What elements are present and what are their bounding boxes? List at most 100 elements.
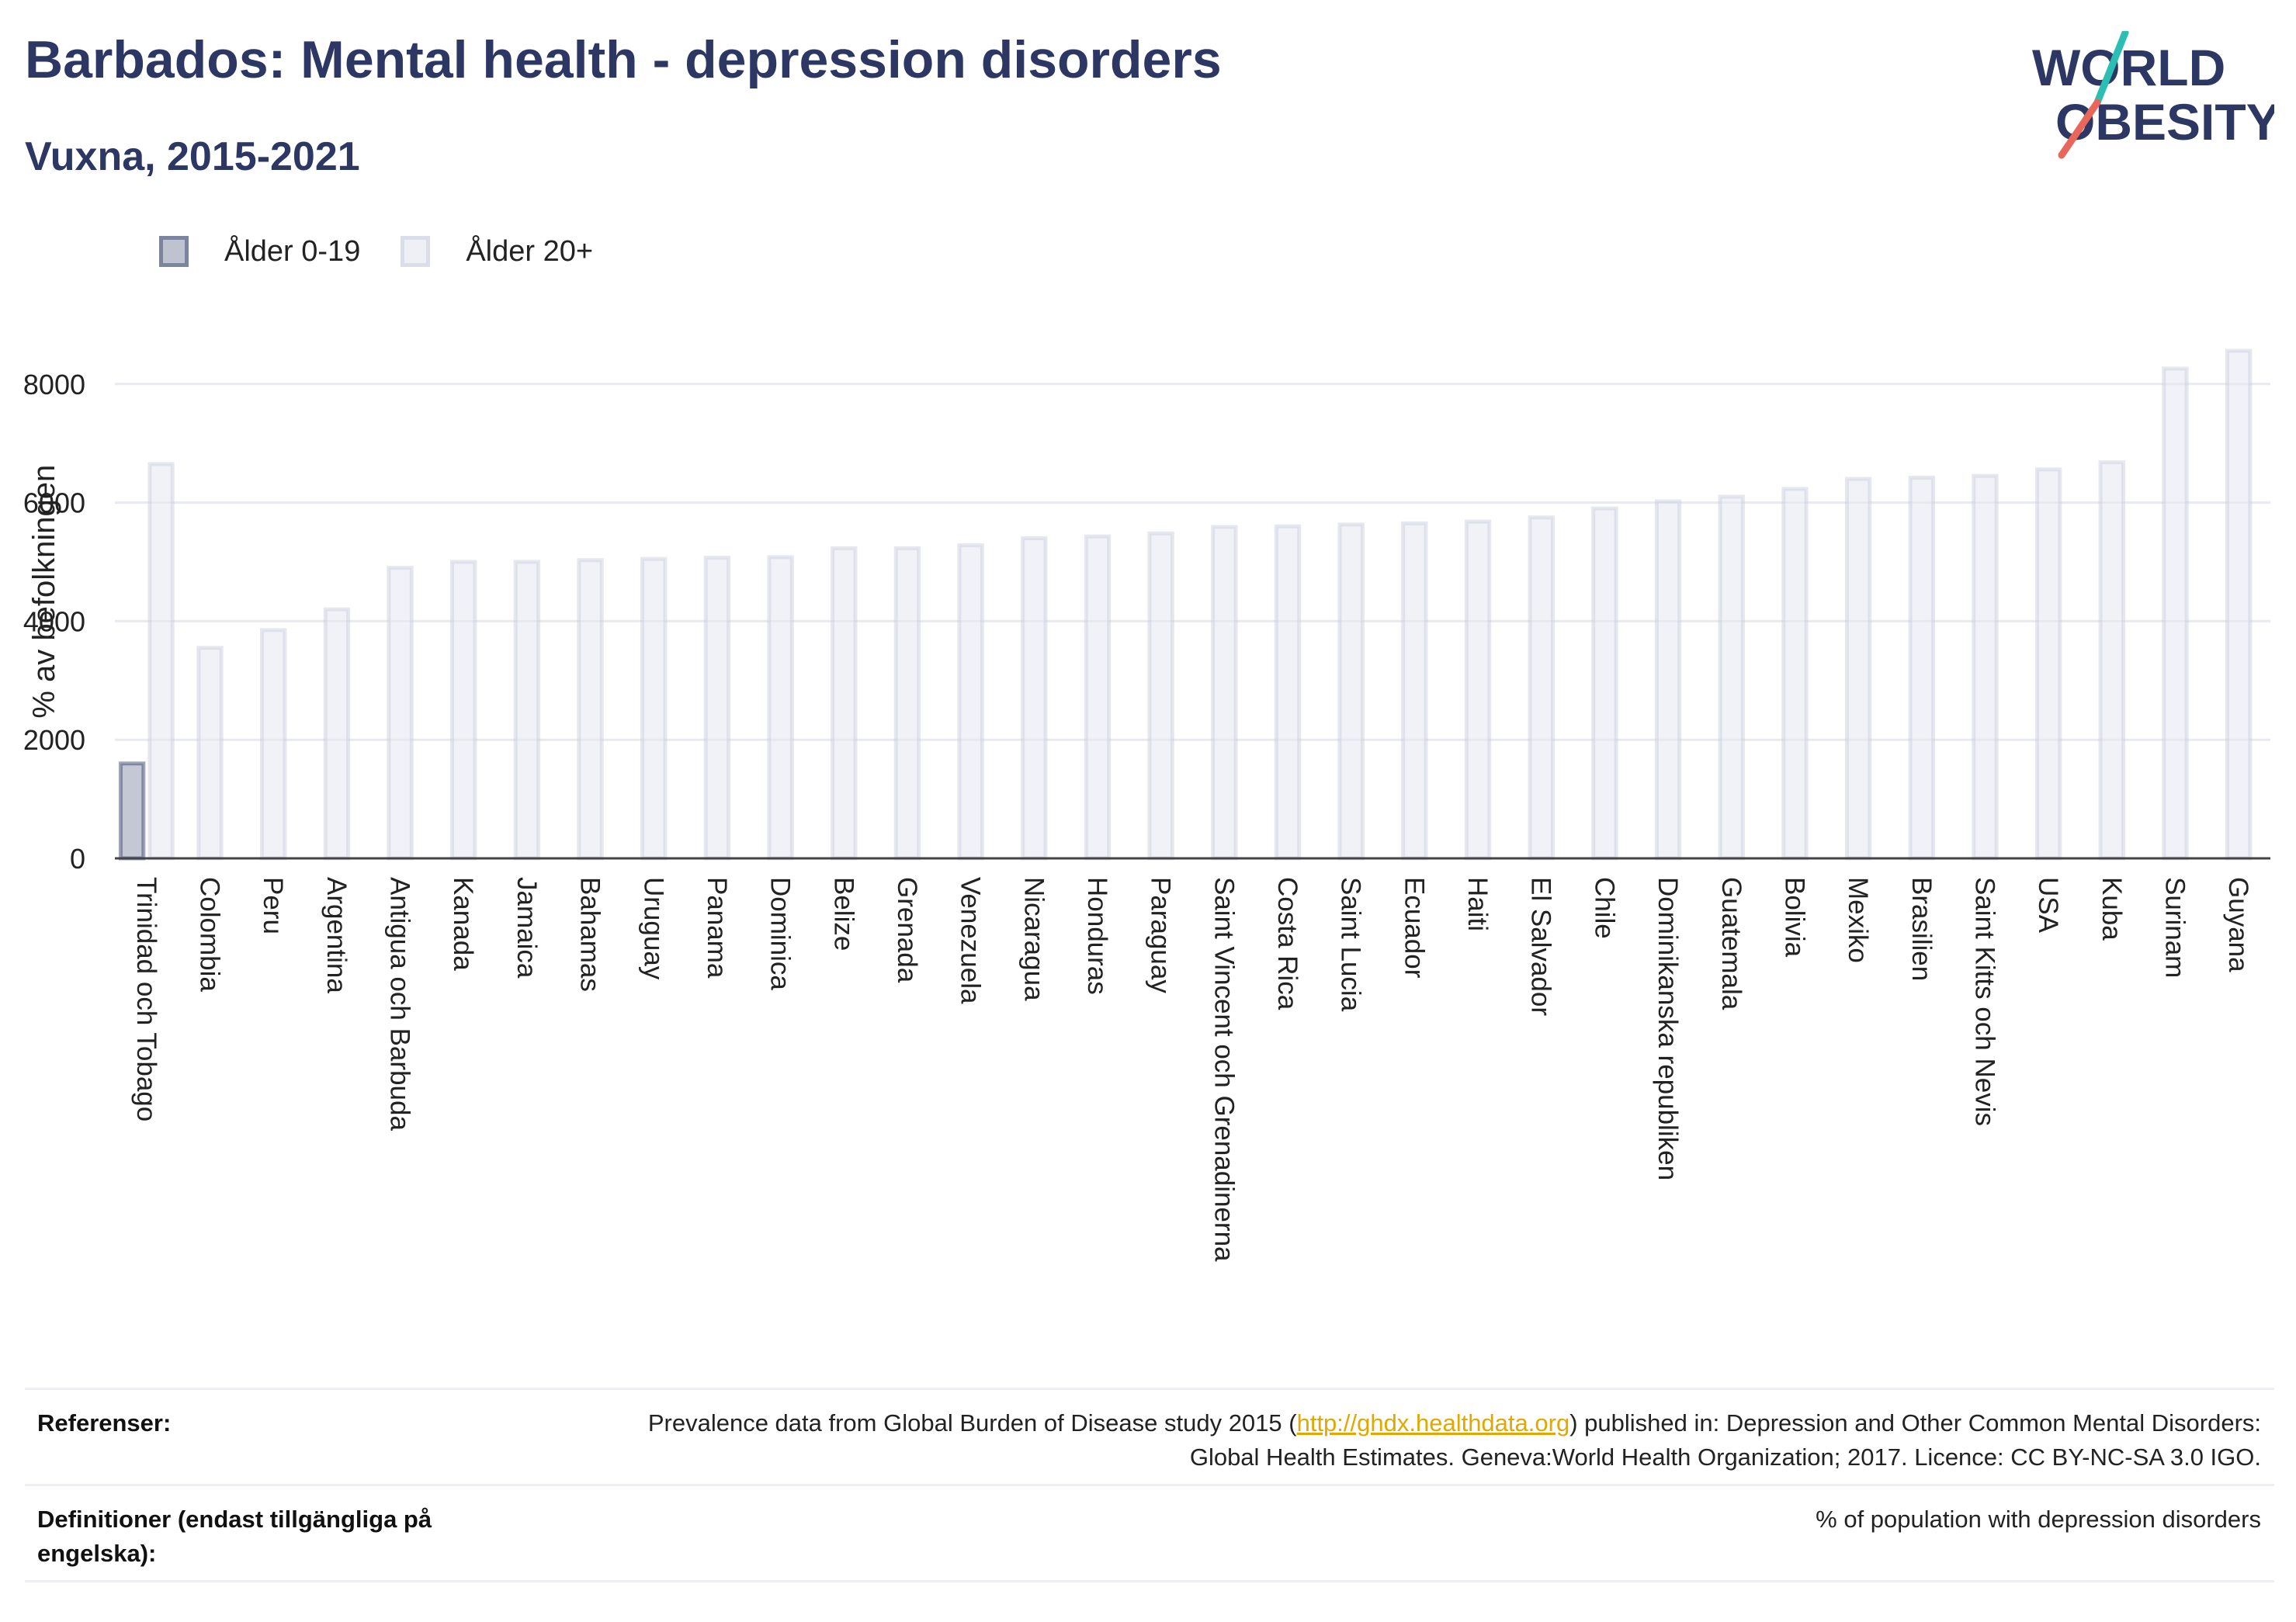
bar-age-20-plus-6	[513, 560, 541, 861]
y-axis-label: % av befolkningen	[27, 465, 61, 719]
footer-divider-top	[25, 1388, 2274, 1390]
x-tick-label-21: Haiti	[1462, 877, 1493, 931]
logo-line-1: WORLD	[2032, 39, 2225, 96]
footer-divider-middle	[25, 1484, 2274, 1486]
bar-age-20-plus-0	[147, 462, 175, 861]
x-tick-label-4: Antigua och Barbuda	[385, 877, 415, 1131]
bar-age-20-plus-18	[1274, 524, 1302, 861]
bar-chart: 0 2000 4000 6000 8000 % av befolkningen Trinid…	[0, 295, 2296, 1366]
definitions-text: % of population with depression disorder…	[1816, 1506, 2261, 1533]
bar-age-0-19-0	[118, 761, 146, 861]
x-tick-label-3: Argentina	[321, 877, 352, 993]
x-tick-label-31: Kuba	[2097, 877, 2127, 941]
x-tick-label-30: USA	[2033, 877, 2063, 934]
legend-swatch-age-20-plus	[401, 236, 431, 267]
y-tick-label-8000: 8000	[23, 369, 85, 400]
x-tick-label-19: Saint Lucia	[1336, 877, 1366, 1012]
bar-age-20-plus-33	[2225, 348, 2253, 861]
bar-age-20-plus-28	[1908, 476, 1935, 861]
bar-age-20-plus-20	[1401, 521, 1428, 861]
chart-legend: Ålder 0-19 Ålder 20+	[159, 230, 633, 273]
bar-age-20-plus-13	[957, 543, 984, 861]
x-tick-label-11: Belize	[828, 877, 858, 951]
x-tick-label-22: El Salvador	[1526, 877, 1556, 1016]
bar-age-20-plus-30	[2034, 467, 2062, 861]
definitions-label: Definitioner (endast tillgängliga på eng…	[37, 1506, 432, 1567]
x-tick-label-29: Saint Kitts och Nevis	[1969, 877, 1999, 1126]
bar-age-20-plus-26	[1781, 487, 1809, 861]
x-tick-label-28: Brasilien	[1906, 877, 1937, 981]
x-tick-label-20: Ecuador	[1399, 877, 1429, 979]
x-tick-label-25: Guatemala	[1716, 877, 1746, 1010]
bar-age-20-plus-21	[1464, 519, 1492, 861]
x-tick-label-23: Chile	[1589, 877, 1619, 939]
references-label: Referenser:	[37, 1409, 172, 1437]
references-link[interactable]: http://ghdx.healthdata.org	[1296, 1409, 1570, 1437]
chart-title: Barbados: Mental health - depression dis…	[25, 30, 1222, 89]
bar-age-20-plus-17	[1211, 525, 1238, 861]
world-obesity-logo: WORLD OBESITY	[2026, 31, 2274, 163]
bar-age-20-plus-32	[2162, 366, 2189, 861]
bar-age-20-plus-23	[1591, 506, 1618, 861]
x-tick-label-1: Colombia	[195, 877, 225, 992]
x-tick-label-18: Costa Rica	[1272, 877, 1302, 1010]
bar-age-20-plus-27	[1844, 477, 1872, 861]
x-tick-label-5: Kanada	[448, 877, 478, 971]
bar-chart-svg: 0 2000 4000 6000 8000 % av befolkningen Trinid…	[23, 348, 2270, 1262]
x-tick-label-2: Peru	[258, 877, 288, 934]
x-tick-label-10: Dominica	[765, 877, 796, 990]
x-tick-label-14: Nicaragua	[1018, 877, 1049, 1001]
bar-age-20-plus-12	[893, 546, 921, 861]
x-tick-label-8: Uruguay	[638, 877, 668, 980]
y-tick-label-2000: 2000	[23, 724, 85, 756]
bar-age-20-plus-9	[703, 556, 731, 861]
legend-label-age-20-plus: Ålder 20+	[466, 234, 594, 268]
y-tick-label-6000: 6000	[23, 487, 85, 519]
x-tick-label-15: Honduras	[1082, 877, 1112, 995]
bar-age-20-plus-16	[1147, 531, 1174, 861]
footer-divider-bottom	[25, 1580, 2274, 1582]
legend-swatch-age-0-19	[159, 236, 189, 267]
x-tick-label-27: Mexiko	[1843, 877, 1873, 963]
logo-slash-teal	[2093, 31, 2129, 106]
y-tick-label-4000: 4000	[23, 605, 85, 637]
bar-age-20-plus-11	[831, 546, 858, 861]
x-tick-label-6: Jamaica	[512, 877, 542, 979]
y-tick-label-0: 0	[70, 843, 85, 875]
logo-slash-coral	[2058, 99, 2101, 159]
x-tick-label-16: Paraguay	[1146, 877, 1176, 993]
references-text-after: ) published in: Depression and Other Com…	[1189, 1409, 2261, 1471]
bar-age-20-plus-5	[450, 560, 477, 861]
bar-age-20-plus-8	[640, 556, 668, 861]
bar-age-20-plus-31	[2098, 460, 2126, 861]
bar-age-20-plus-15	[1084, 534, 1112, 861]
logo-line-2: OBESITY	[2055, 93, 2274, 151]
bar-age-20-plus-4	[387, 566, 414, 861]
x-tick-label-17: Saint Vincent och Grenadinerna	[1209, 877, 1239, 1262]
x-tick-label-7: Bahamas	[575, 877, 605, 992]
legend-label-age-0-19: Ålder 0-19	[224, 234, 361, 268]
bar-age-20-plus-10	[767, 555, 794, 861]
bar-age-20-plus-2	[259, 628, 287, 861]
legend-item-age-20-plus[interactable]: Ålder 20+	[401, 235, 593, 269]
x-tick-label-33: Guyana	[2223, 877, 2253, 972]
bar-age-20-plus-22	[1528, 515, 1555, 861]
bar-age-20-plus-19	[1337, 522, 1365, 861]
x-tick-label-24: Dominikanska republiken	[1653, 877, 1683, 1180]
x-tick-label-0: Trinidad och Tobago	[131, 877, 161, 1121]
bar-age-20-plus-14	[1021, 535, 1048, 861]
bar-age-20-plus-25	[1718, 494, 1745, 861]
references-text: Prevalence data from Global Burden of Di…	[592, 1406, 2261, 1475]
legend-item-age-0-19[interactable]: Ålder 0-19	[159, 235, 360, 269]
x-tick-label-12: Grenada	[892, 877, 922, 983]
x-tick-label-32: Surinam	[2159, 877, 2190, 978]
bar-age-20-plus-24	[1654, 499, 1682, 861]
x-tick-label-9: Panama	[702, 877, 732, 979]
references-text-before: Prevalence data from Global Burden of Di…	[647, 1409, 1297, 1437]
bar-age-20-plus-7	[577, 558, 604, 861]
bar-age-20-plus-1	[196, 646, 224, 861]
chart-subtitle: Vuxna, 2015-2021	[25, 134, 360, 179]
bar-age-20-plus-29	[1972, 473, 1999, 861]
x-tick-label-26: Bolivia	[1779, 877, 1809, 958]
bar-age-20-plus-3	[323, 607, 351, 861]
